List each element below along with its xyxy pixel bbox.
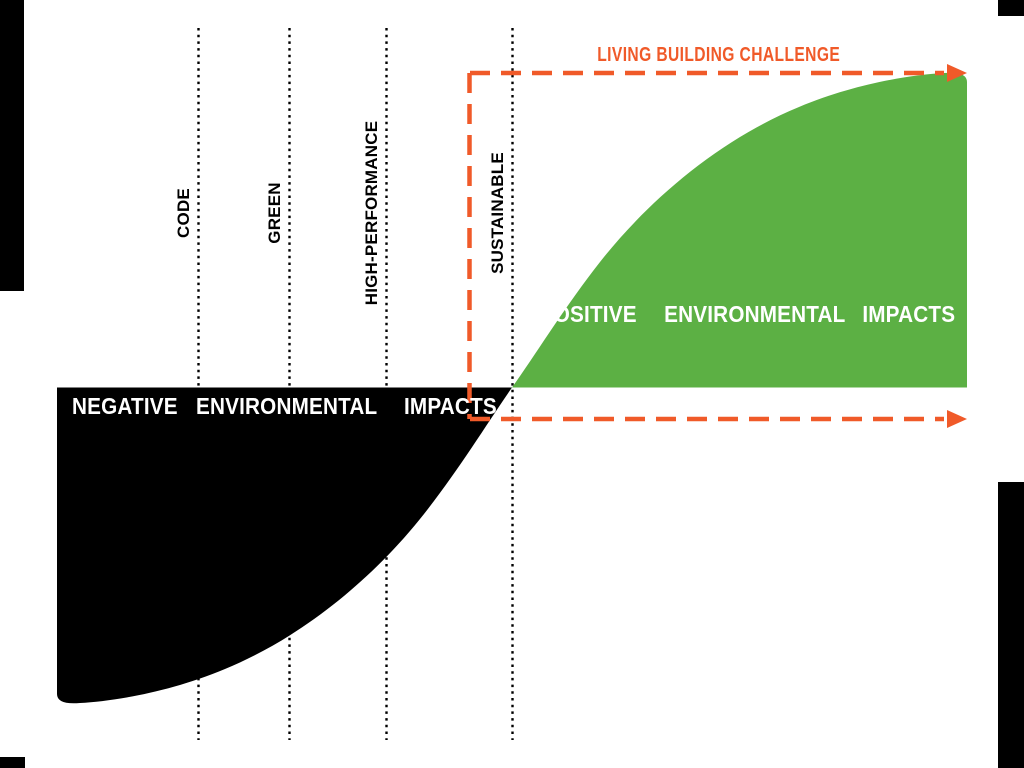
living-building-challenge-title: LIVING BUILDING CHALLENGE [560, 44, 877, 67]
living-building-challenge-title-text: LIVING BUILDING CHALLENGE [597, 44, 840, 66]
positive-impacts-shape [512, 72, 967, 388]
negative-impacts-line-3: IMPACTS [404, 393, 498, 419]
arrow-right-icon-top [947, 64, 967, 82]
positive-impacts-line-1: POSITIVE [540, 301, 638, 327]
positive-impacts-label: POSITIVE ENVIRONMENTAL IMPACTS [529, 301, 955, 328]
edge-strip-left-top [0, 0, 24, 291]
edge-strip-right-top [998, 0, 1024, 16]
lbc-dashed-path [467, 70, 944, 422]
negative-impacts-label: NEGATIVE ENVIRONMENTAL IMPACTS [72, 393, 507, 420]
stage-label-sustainable: SUSTAINABLE [488, 152, 507, 274]
negative-impacts-line-2: ENVIRONMENTAL [196, 393, 378, 419]
stage-label-high-performance: HIGH-PERFORMANCE [362, 120, 381, 306]
stage-label-code: CODE [174, 188, 193, 238]
edge-strip-left-bottom [0, 757, 25, 768]
positive-impacts-line-3: IMPACTS [862, 301, 955, 327]
stage-dotted-lines [197, 28, 514, 740]
edge-strip-right-bottom [998, 482, 1024, 768]
negative-impacts-shape [57, 387, 512, 704]
stage-label-green: GREEN [265, 182, 284, 244]
arrow-right-icon-bottom [947, 410, 967, 428]
negative-impacts-line-1: NEGATIVE [72, 393, 178, 419]
positive-impacts-line-2: ENVIRONMENTAL [663, 301, 846, 327]
